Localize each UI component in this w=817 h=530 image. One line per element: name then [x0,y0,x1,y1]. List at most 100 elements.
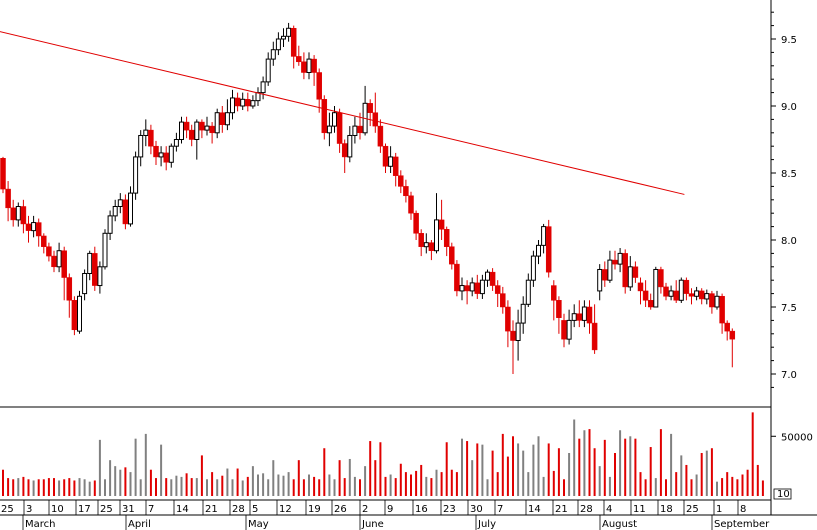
candle [449,242,455,270]
candle-body-down [673,290,679,301]
candle [581,300,587,328]
candle [281,28,286,48]
candle-body-down [321,99,328,134]
candle-body-down [642,290,649,301]
candle-body-down [382,145,389,167]
candle-body-down [556,300,562,318]
candle [505,300,511,348]
candle-body-down [403,186,409,197]
candle [204,116,210,136]
day-tick-label: 17 [78,504,91,515]
candle-body-up [541,226,547,246]
candle-body-up [653,268,659,308]
candle [591,304,598,354]
candle-body-up [434,219,439,252]
candle-body-up [143,129,149,136]
day-tick-label: 1 [716,504,722,515]
candle [77,290,82,334]
candle [423,233,429,254]
candle-body-down [316,72,322,100]
day-tick-label: 25 [686,504,699,515]
candle [545,219,552,278]
day-tick-label: 9 [387,504,393,515]
candle-body-down [199,121,205,131]
candle-body-down [413,212,419,234]
price-tick-label: 7.0 [781,370,797,381]
candle [209,122,215,144]
candle-body-up [82,273,88,295]
candle [66,273,73,318]
candle-body-down [296,56,302,63]
candle [694,286,700,301]
candle [515,309,521,361]
candle-body-down [10,207,16,221]
candle [347,126,353,163]
day-tick-label: 23 [443,504,456,515]
candle-body-up [204,125,210,131]
candle [133,151,139,200]
axes-layer: 7.0 7.5 8.0 8.5 9.0 9.5 50000 10 [0,0,817,516]
candle-body-up [214,112,220,134]
candle [219,106,226,133]
volume-tick-label: 50000 [781,432,813,443]
candle [188,124,195,147]
candle [704,289,710,305]
candle-body-up [388,156,394,167]
trendline-layer [0,31,685,195]
candle [413,210,419,240]
candle-body-up [194,121,200,141]
day-tick-label: 8 [740,504,746,515]
candle [668,285,674,301]
candle [367,99,373,127]
month-label: March [25,519,55,530]
candle [301,52,307,80]
candle-body-down [61,250,67,278]
day-tick-label: 2 [362,504,368,515]
candle [637,277,644,305]
candle-body-down [510,330,516,341]
candle [341,139,348,173]
candle [541,223,547,254]
candle [408,191,414,220]
candle-body-up [250,100,256,107]
candle [663,282,669,301]
candle-body-down [46,246,52,257]
candle-body-up [31,222,37,232]
candle [673,280,679,303]
day-tick-label: 7 [497,504,503,515]
candle [678,277,684,303]
candle [392,152,399,187]
candle-body-down [612,259,618,265]
candle-body-up [597,268,603,292]
candle [240,92,246,111]
candle [418,229,424,257]
candle-body-up [286,27,292,37]
candle-body-down [632,266,639,278]
candle [250,95,256,109]
candle-body-down [163,152,169,163]
candle-body-down [545,226,552,273]
candle-body-down [148,129,154,147]
candle [658,266,664,294]
candle-body-down [719,296,725,324]
candle [163,146,169,171]
candle-body-up [138,134,144,158]
month-label: September [714,519,770,530]
candle-body-up [260,81,266,94]
candle [571,304,577,328]
candle-body-up [520,303,526,324]
candle [438,199,445,240]
candle-body-down [551,285,557,301]
candle-body-down [234,97,241,107]
candle-body-down [494,285,501,294]
candle [729,328,736,368]
candle [71,296,78,336]
candle [35,218,42,247]
candle [51,250,57,273]
day-tick-label: 10 [51,504,64,515]
candle [489,268,496,291]
candle [525,273,531,307]
candle-body-down [683,279,690,294]
candle [168,143,174,168]
candle-body-down [341,143,348,158]
